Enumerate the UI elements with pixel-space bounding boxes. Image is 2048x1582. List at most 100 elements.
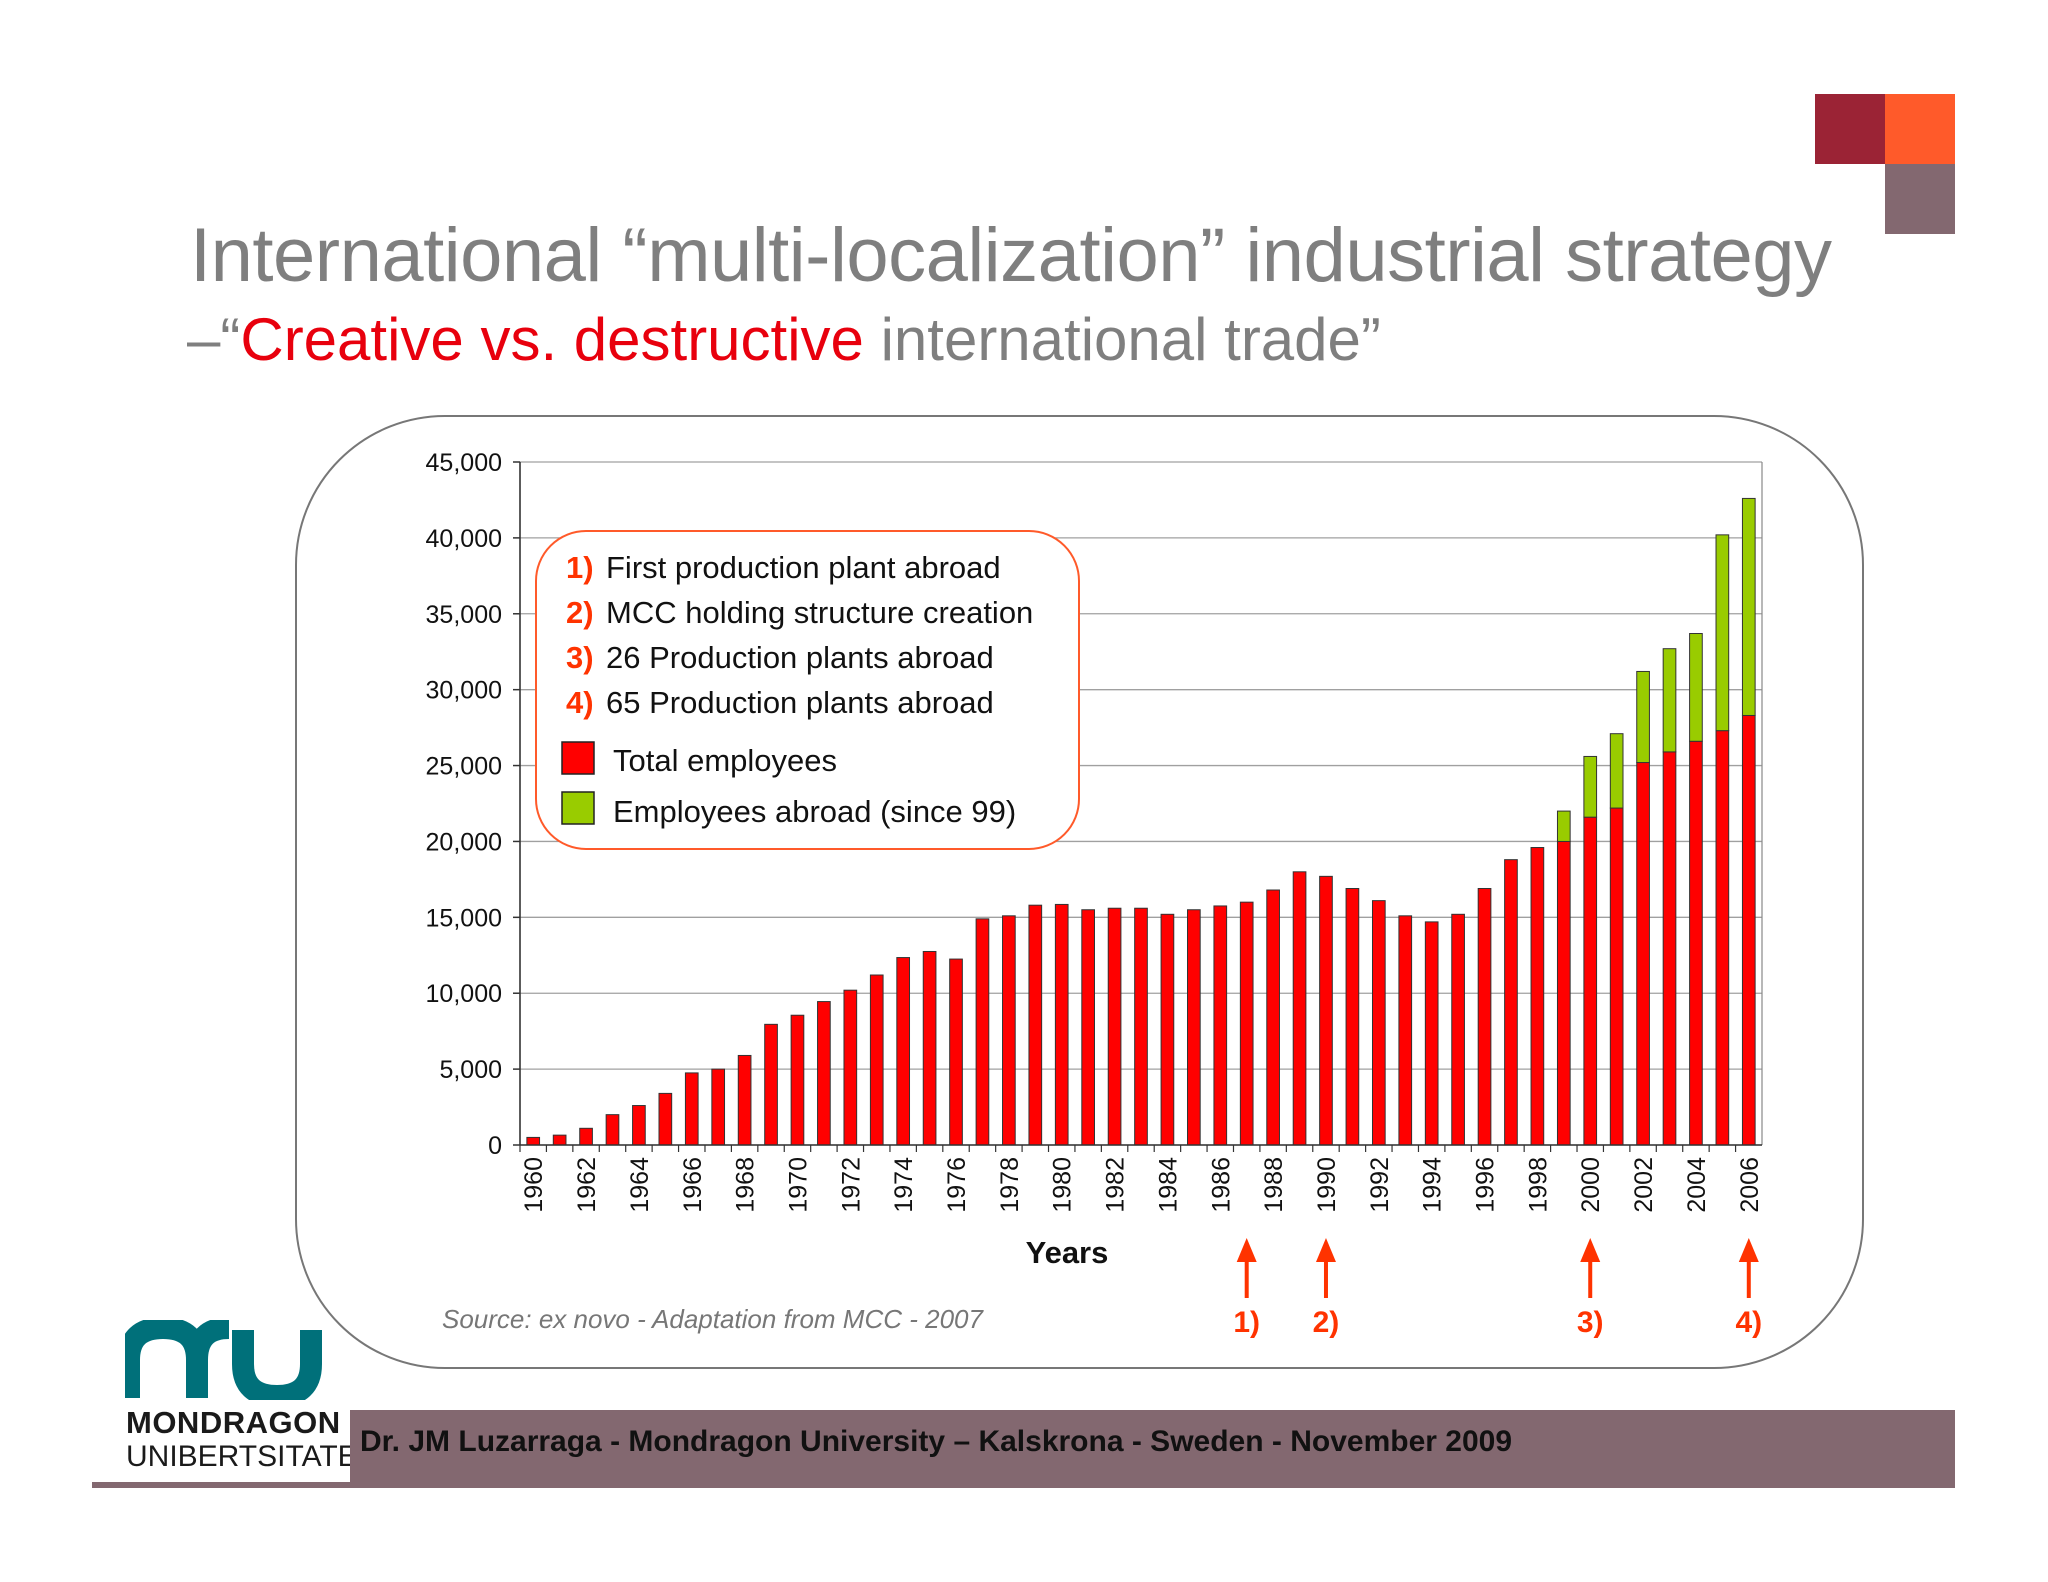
bar-total-employees <box>922 950 937 1146</box>
bar-total-employees <box>1266 889 1280 1146</box>
bar-total-employees <box>1530 847 1545 1146</box>
subtitle-prefix: –“ <box>187 306 241 373</box>
bar-total-employees <box>1107 907 1122 1146</box>
bar-total-employees <box>526 1136 541 1146</box>
legend-swatch-total <box>561 741 595 775</box>
legend-box: 1) First production plant abroad 2) MCC … <box>535 530 1080 850</box>
bar-total-employees <box>1134 907 1148 1146</box>
decor-square-dark-red <box>1815 94 1885 164</box>
y-tick-label: 10,000 <box>426 980 502 1008</box>
x-tick-label: 1986 <box>1207 1157 1235 1213</box>
bar-total-employees <box>1292 871 1307 1146</box>
source-note: Source: ex novo - Adaptation from MCC - … <box>442 1304 985 1334</box>
event-markers: 1) 2) 3) 4) <box>1233 1238 1762 1339</box>
bar-total-employees <box>764 1023 778 1146</box>
bar-total-employees <box>711 1068 726 1146</box>
x-tick-label: 1982 <box>1102 1157 1130 1213</box>
bar-employees-abroad <box>1583 755 1598 818</box>
bar-total-employees <box>1689 740 1703 1146</box>
x-tick-label: 2004 <box>1683 1157 1711 1213</box>
bar-total-employees <box>1160 913 1175 1146</box>
bar-total-employees <box>605 1114 620 1146</box>
mondragon-logo-icon <box>125 1320 322 1400</box>
bar-employees-abroad <box>1689 633 1703 742</box>
bar-total-employees <box>632 1105 646 1146</box>
x-tick-label: 1974 <box>890 1157 918 1213</box>
bar-total-employees <box>975 918 990 1146</box>
marker-label: 2) <box>1313 1306 1340 1339</box>
subtitle-rest: international trade” <box>863 306 1381 373</box>
marker-arrow-head-icon <box>1236 1238 1257 1262</box>
x-tick-label: 1976 <box>943 1157 971 1213</box>
bar-total-employees <box>1715 730 1730 1146</box>
slide-title: International “multi-localization” indus… <box>190 213 1832 298</box>
logo-arch-2 <box>186 1320 230 1361</box>
x-tick-label: 2002 <box>1630 1157 1658 1213</box>
employees-chart: 0 5,000 10,000 15,000 20,000 25,000 30,000 35,0… <box>426 449 1764 1339</box>
bar-total-employees <box>1424 921 1439 1146</box>
bar-employees-abroad <box>1741 497 1756 716</box>
bar-total-employees <box>949 958 963 1146</box>
footer-bar-line <box>92 1482 1955 1488</box>
x-axis-title: Years <box>1026 1235 1109 1270</box>
x-tick-label: 2000 <box>1577 1157 1605 1213</box>
axis-labels: 0 5,000 10,000 15,000 20,000 25,000 30,000 35,0… <box>426 449 1764 1213</box>
legend-note-2: MCC holding structure creation <box>606 595 1033 630</box>
subtitle-highlight: Creative vs. destructive <box>240 306 864 373</box>
decor-square-orange <box>1885 94 1955 164</box>
bar-total-employees <box>1319 875 1333 1146</box>
logo-text-unibertsitatea: UNIBERTSITATEA <box>126 1440 378 1473</box>
legend-note-4: 65 Production plants abroad <box>606 685 994 720</box>
x-tick-label: 1980 <box>1049 1157 1077 1213</box>
x-tick-label: 1962 <box>573 1157 601 1213</box>
bar-total-employees <box>817 1001 831 1146</box>
y-tick-label: 0 <box>488 1132 502 1160</box>
y-tick-label: 35,000 <box>426 601 502 629</box>
bar-total-employees <box>843 989 858 1146</box>
legend-swatch-abroad <box>561 791 595 825</box>
x-tick-label: 1998 <box>1524 1157 1552 1213</box>
legend-note-4-num: 4) <box>566 685 594 720</box>
x-tick-label: 1984 <box>1154 1157 1182 1213</box>
logo-arch-1 <box>125 1320 208 1398</box>
x-tick-label: 1978 <box>996 1157 1024 1213</box>
bar-total-employees <box>1636 762 1650 1146</box>
bar-total-employees <box>1451 913 1465 1146</box>
x-tick-label: 2006 <box>1736 1157 1764 1213</box>
bar-total-employees <box>737 1054 752 1146</box>
bar-total-employees <box>552 1134 567 1146</box>
x-tick-label: 1970 <box>784 1157 812 1213</box>
footer-bar <box>350 1410 1955 1488</box>
x-tick-label: 1996 <box>1472 1157 1500 1213</box>
bar-total-employees <box>684 1072 699 1146</box>
bar-total-employees <box>1477 887 1492 1146</box>
bar-total-employees <box>1741 714 1756 1146</box>
bar-employees-abroad <box>1636 670 1650 764</box>
slide-subtitle: –“Creative vs. destructive international… <box>187 305 1381 374</box>
x-tick-label: 1968 <box>732 1157 760 1213</box>
y-tick-label: 15,000 <box>426 904 502 932</box>
bar-total-employees <box>1239 901 1254 1146</box>
bar-total-employees <box>869 974 884 1146</box>
marker-label: 4) <box>1735 1306 1762 1339</box>
bar-total-employees <box>1345 887 1360 1146</box>
bar-total-employees <box>1556 840 1571 1146</box>
x-tick-label: 1994 <box>1419 1157 1447 1213</box>
x-tick-label: 1972 <box>837 1157 865 1213</box>
marker-arrow-head-icon <box>1738 1238 1759 1262</box>
y-tick-label: 30,000 <box>426 677 502 705</box>
bar-total-employees <box>1609 807 1624 1146</box>
bar-total-employees <box>1371 900 1386 1146</box>
x-tick-label: 1966 <box>679 1157 707 1213</box>
bar-total-employees <box>1213 905 1228 1146</box>
logo-arch-3 <box>232 1330 322 1400</box>
bar-total-employees <box>790 1014 805 1146</box>
legend-frame <box>535 530 1080 850</box>
bar-total-employees <box>1081 909 1095 1146</box>
y-tick-label: 45,000 <box>426 449 502 477</box>
bar-total-employees <box>1187 909 1201 1146</box>
bar-total-employees <box>1583 816 1598 1146</box>
marker-arrow-head-icon <box>1580 1238 1601 1262</box>
bar-employees-abroad <box>1715 534 1730 732</box>
x-tick-label: 1988 <box>1260 1157 1288 1213</box>
